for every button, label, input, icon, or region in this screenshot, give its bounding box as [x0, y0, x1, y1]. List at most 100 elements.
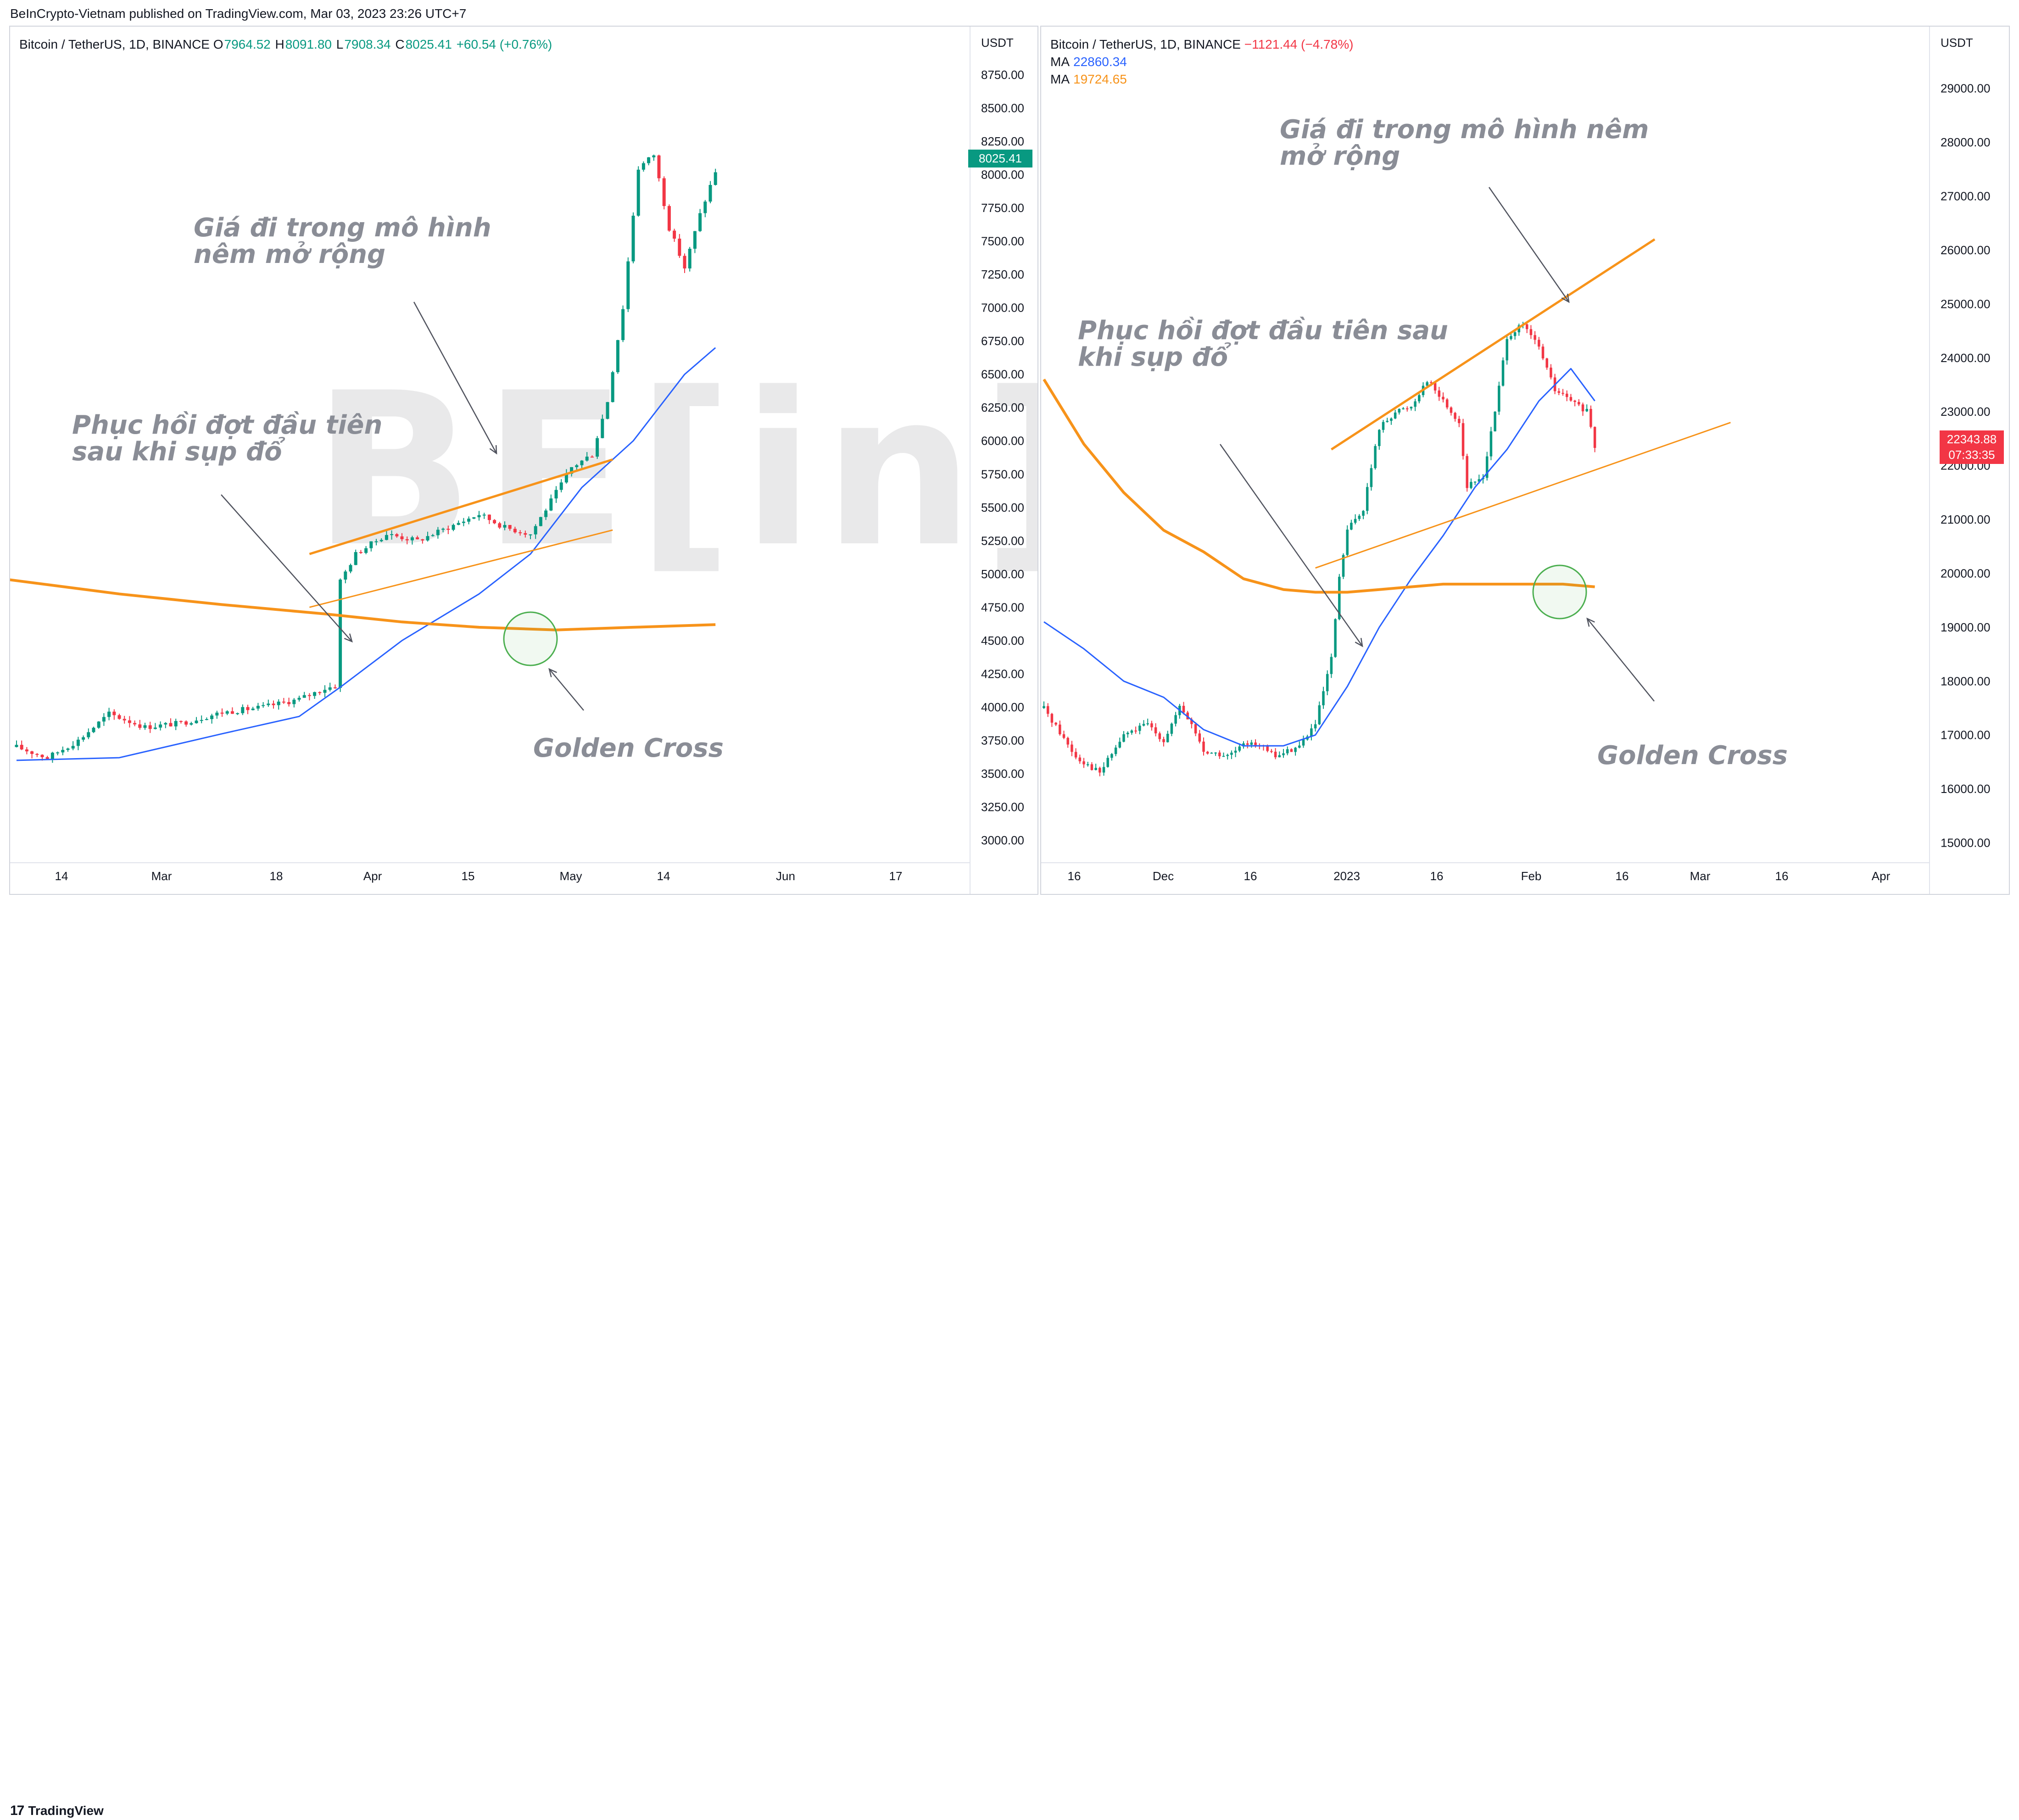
candle-body [1110, 754, 1113, 758]
golden-cross-circle [503, 611, 558, 666]
candle-body [195, 720, 198, 723]
last-price-tag: 8025.41 [968, 150, 1032, 167]
y-tick-label: 8500.00 [981, 101, 1024, 115]
candle-body [220, 712, 224, 714]
currency-label: USDT [981, 36, 1014, 50]
candle-body [683, 256, 686, 268]
y-tick-label: 5000.00 [981, 567, 1024, 581]
annotation-arrowhead [548, 668, 557, 677]
candle-body [1282, 753, 1285, 755]
candle-body [590, 457, 594, 458]
candle-body [714, 172, 717, 185]
candle-body [1433, 383, 1437, 391]
last-price-tag: 22343.88 [1940, 430, 2004, 448]
candle-body [1254, 742, 1257, 746]
candle-body [1226, 754, 1229, 756]
candle-body [40, 754, 44, 758]
candle-body [1294, 748, 1297, 752]
candle-body [1202, 742, 1205, 752]
candle-body [487, 514, 491, 520]
candle-body [374, 541, 378, 542]
candle-body [1059, 724, 1061, 734]
candle-body [1278, 755, 1281, 758]
x-tick-label: May [559, 869, 582, 883]
x-tick-label: 17 [889, 869, 903, 883]
tradingview-logo[interactable]: 17 TradingView [10, 1802, 104, 1820]
golden-cross-circle [1532, 564, 1587, 620]
candle-body [1322, 691, 1325, 705]
candle-body [318, 692, 322, 693]
candle-body [1473, 481, 1477, 483]
candle-body [225, 711, 229, 714]
candle-body [267, 703, 270, 705]
ma-slow-line [1043, 379, 1595, 594]
x-tick-label: Jun [776, 869, 795, 883]
candle-body [693, 231, 697, 249]
high-value: 8091.80 [285, 37, 332, 51]
candle-body [128, 720, 131, 723]
candle-body [328, 687, 332, 690]
candle-body [544, 510, 548, 517]
candle-body [1398, 409, 1401, 413]
candle-body [333, 687, 337, 688]
candle-body [1174, 715, 1177, 724]
y-tick-label: 23000.00 [1941, 405, 1990, 419]
candle-body [215, 712, 219, 716]
candle-body [524, 533, 527, 535]
y-tick-label: 26000.00 [1941, 243, 1990, 257]
x-tick-label: Mar [1690, 869, 1711, 883]
candle-body [508, 525, 512, 529]
candle-body [1578, 402, 1580, 405]
candle-body [462, 521, 465, 523]
candle-body [1494, 412, 1496, 431]
chart-right-svg[interactable]: USDT 29000.00 28000.00 27000.00 26000.00 2500… [1041, 27, 2010, 895]
candle-body [1222, 756, 1225, 757]
candle-body [482, 514, 486, 516]
candle-body [56, 752, 60, 754]
y-tick-label: 6500.00 [981, 368, 1024, 381]
y-tick-label: 28000.00 [1941, 135, 1990, 149]
candle-body [1094, 768, 1097, 770]
symbol-label: Bitcoin / TetherUS, 1D, BINANCE [1050, 37, 1241, 51]
annotation-recovery: Phục hồi đợt đầu tiên sau khi sụp đổ [1078, 316, 1448, 372]
candle-body [626, 261, 630, 309]
y-tick-label: 19000.00 [1941, 620, 1990, 634]
chart-pane-right[interactable]: USDT 29000.00 28000.00 27000.00 26000.00 2500… [1040, 26, 2010, 895]
candle-body [1326, 674, 1329, 692]
chart-pane-left[interactable]: BE[in]CRYPTO USDT 8750.00 8500.00 8250.00 80… [9, 26, 1038, 895]
candle-body [1529, 329, 1533, 335]
candle-body [1534, 335, 1536, 340]
candle-body [1071, 744, 1073, 752]
candle-body [1106, 758, 1109, 767]
candle-body [446, 529, 450, 530]
candle-body [657, 155, 661, 179]
candle-body [662, 178, 666, 206]
candle-body [1286, 749, 1289, 754]
chart-left-svg[interactable]: USDT 8750.00 8500.00 8250.00 8000.00 7750.00 7… [10, 27, 1038, 895]
wedge-lower-line [309, 529, 613, 608]
y-tick-label: 15000.00 [1941, 836, 1990, 850]
candle-body [379, 540, 383, 542]
y-tick-label: 17000.00 [1941, 728, 1990, 742]
candle-body [1402, 408, 1405, 409]
candle-body [179, 721, 183, 722]
y-tick-label: 5250.00 [981, 534, 1024, 547]
candle-body [1099, 768, 1101, 773]
candle-body [1346, 530, 1349, 555]
candle-body [1590, 409, 1592, 427]
candle-body [1386, 421, 1389, 422]
candle-body [123, 719, 126, 720]
candle-body [1550, 368, 1552, 378]
candle-body [395, 534, 399, 536]
wedge-upper-line [309, 458, 613, 555]
candle-body [606, 402, 609, 419]
candle-body [76, 739, 80, 746]
candle-body [549, 498, 553, 511]
annotation-arrow [1587, 618, 1655, 702]
candle-body [1170, 723, 1173, 734]
candle-body [313, 692, 317, 696]
candle-body [20, 745, 23, 750]
annotation-arrowhead [1586, 617, 1595, 627]
y-tick-label: 4000.00 [981, 700, 1024, 714]
candle-body [698, 213, 702, 231]
